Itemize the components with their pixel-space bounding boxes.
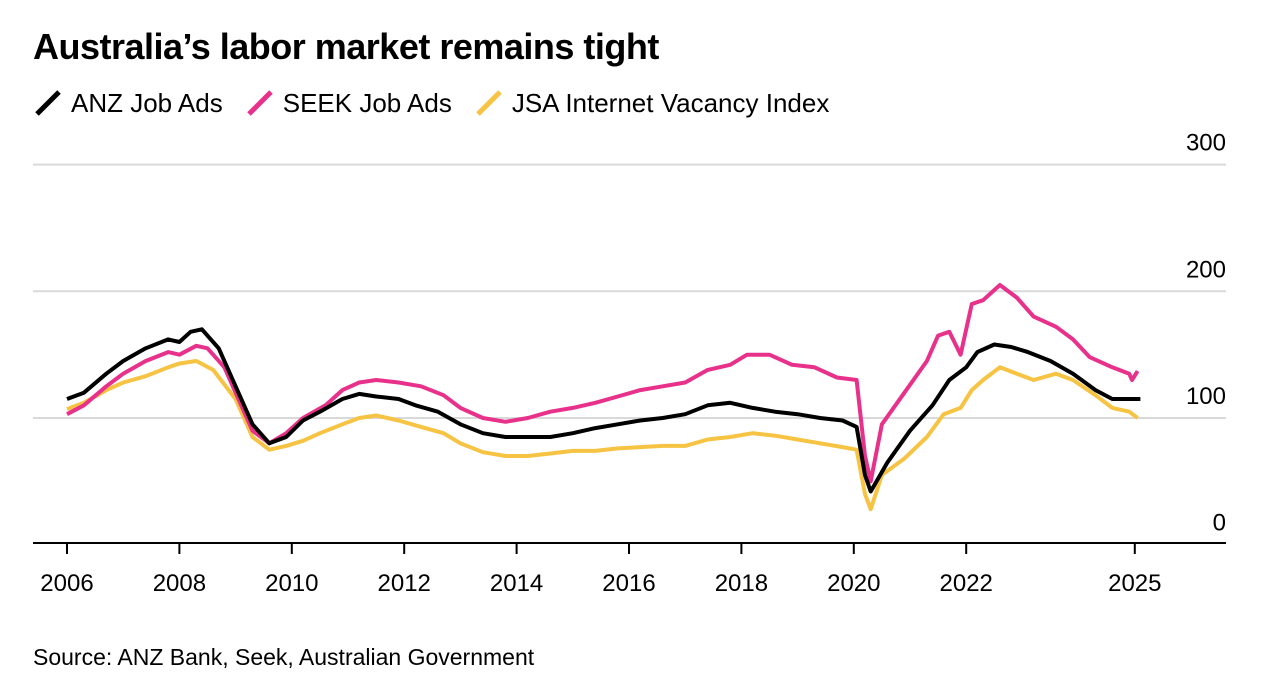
legend-item-jsa: JSA Internet Vacancy Index xyxy=(474,86,829,120)
y-axis-labels: 0 100 200 300 xyxy=(1186,130,1226,537)
legend-label-seek: SEEK Job Ads xyxy=(282,87,452,118)
y-tick-label-100: 100 xyxy=(1186,383,1226,410)
source-note: Source: ANZ Bank, Seek, Australian Gover… xyxy=(33,644,535,670)
x-tick-label-2010: 2010 xyxy=(265,570,318,597)
x-tick-label-2020: 2020 xyxy=(827,570,880,597)
x-tick-label-2018: 2018 xyxy=(715,570,768,597)
legend-label-anz: ANZ Job Ads xyxy=(71,87,223,118)
x-tick-label-2022: 2022 xyxy=(940,570,993,597)
x-tick-label-2016: 2016 xyxy=(602,570,655,597)
y-tick-label-0: 0 xyxy=(1213,510,1226,537)
x-tick-label-2014: 2014 xyxy=(490,570,543,597)
y-tick-label-300: 300 xyxy=(1186,130,1226,157)
legend-label-jsa: JSA Internet Vacancy Index xyxy=(511,87,830,118)
x-tick-label-2012: 2012 xyxy=(378,570,431,597)
series-lines xyxy=(66,283,1141,512)
series-line-seek xyxy=(66,283,1140,484)
y-tick-label-200: 200 xyxy=(1186,256,1226,283)
legend-item-seek: SEEK Job Ads xyxy=(245,86,452,120)
series-line-jsa xyxy=(66,359,1139,512)
legend-swatch-seek xyxy=(246,90,273,116)
chart-title: Australia’s labor market remains tight xyxy=(33,26,659,67)
x-axis: 2006 2008 2010 2012 2014 2016 2018 2020 2022 2025 xyxy=(33,542,1226,597)
x-tick-label-2008: 2008 xyxy=(153,570,206,597)
x-tick-label-2025: 2025 xyxy=(1108,570,1161,597)
gridlines xyxy=(33,163,1226,419)
legend-swatch-jsa xyxy=(476,90,502,116)
legend-swatch-anz xyxy=(35,90,61,116)
x-tick-label-2006: 2006 xyxy=(40,570,93,597)
legend-item-anz: ANZ Job Ads xyxy=(33,86,223,120)
legend: ANZ Job Ads SEEK Job Ads JSA Internet Va… xyxy=(33,86,851,120)
series-line-anz xyxy=(66,327,1141,494)
